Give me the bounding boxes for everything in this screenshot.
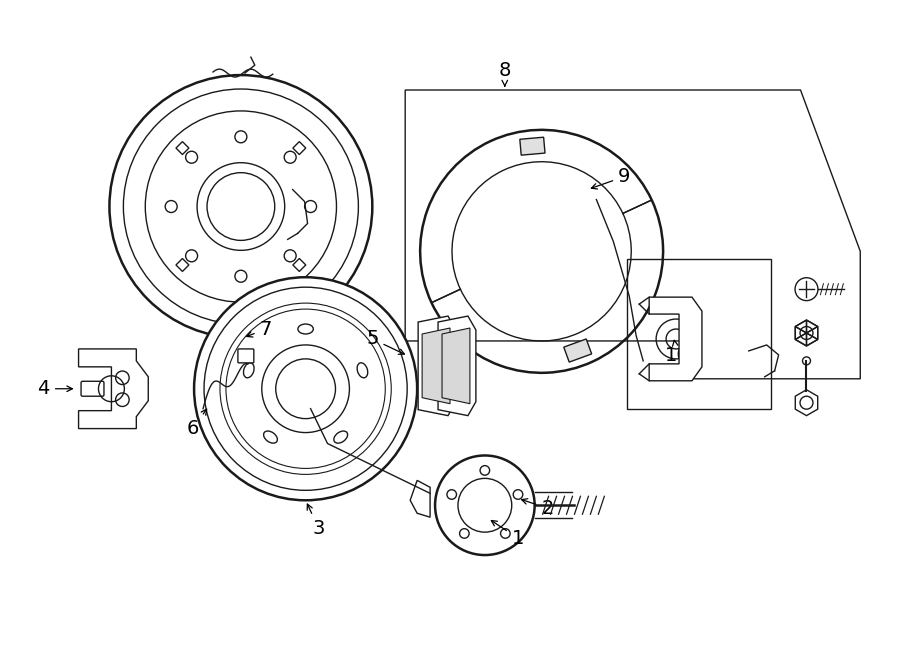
Polygon shape (442, 328, 470, 404)
Text: 2: 2 (522, 499, 554, 518)
Circle shape (194, 277, 417, 500)
Text: 5: 5 (366, 329, 404, 354)
Text: 8: 8 (499, 61, 511, 86)
Polygon shape (563, 339, 591, 362)
Ellipse shape (298, 324, 313, 334)
Bar (627, 259, 770, 408)
Circle shape (435, 455, 535, 555)
Polygon shape (520, 137, 545, 155)
Ellipse shape (244, 363, 254, 378)
Text: 6: 6 (187, 409, 207, 438)
Circle shape (110, 75, 373, 338)
Polygon shape (418, 316, 456, 416)
Text: 1: 1 (491, 520, 524, 547)
Polygon shape (422, 328, 450, 404)
Circle shape (500, 529, 510, 538)
Text: 9: 9 (591, 167, 631, 189)
FancyBboxPatch shape (238, 349, 254, 363)
Circle shape (513, 490, 523, 499)
Polygon shape (78, 349, 148, 428)
Text: 4: 4 (38, 379, 72, 399)
Circle shape (460, 529, 469, 538)
Circle shape (447, 490, 456, 499)
Polygon shape (438, 316, 476, 416)
Ellipse shape (357, 363, 368, 378)
Ellipse shape (334, 431, 347, 443)
Circle shape (480, 465, 490, 475)
Polygon shape (649, 297, 702, 381)
Text: 10: 10 (665, 340, 689, 366)
Ellipse shape (264, 431, 277, 443)
Text: 7: 7 (247, 319, 272, 338)
Text: 3: 3 (307, 504, 325, 537)
